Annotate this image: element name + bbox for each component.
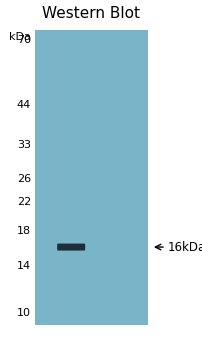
Text: 22: 22: [17, 197, 31, 207]
Text: kDa: kDa: [9, 32, 31, 42]
Text: 44: 44: [17, 100, 31, 110]
Text: 10: 10: [17, 308, 31, 318]
Text: 33: 33: [17, 141, 31, 151]
Text: 18: 18: [17, 225, 31, 236]
Text: 70: 70: [17, 35, 31, 45]
FancyBboxPatch shape: [57, 244, 85, 251]
Bar: [35, 30, 147, 325]
Text: 14: 14: [17, 261, 31, 271]
Text: 16kDa: 16kDa: [167, 241, 202, 253]
Text: 26: 26: [17, 174, 31, 184]
Text: Western Blot: Western Blot: [42, 6, 140, 22]
